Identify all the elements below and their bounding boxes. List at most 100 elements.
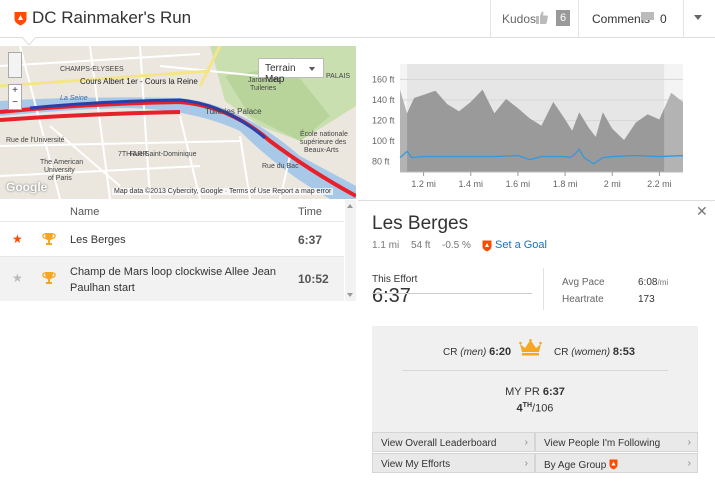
by-age-group-link[interactable]: By Age Group › (535, 453, 698, 473)
my-pr-label: MY PR (505, 386, 540, 398)
my-pr: MY PR 6:37 (372, 386, 698, 398)
svg-text:PALAIS: PALAIS (326, 73, 350, 80)
segment-detail-panel (358, 200, 715, 481)
cr-women: CR (women) 8:53 (554, 346, 635, 358)
svg-text:7TH ARR.: 7TH ARR. (118, 151, 150, 158)
svg-text:of Paris: of Paris (48, 175, 72, 182)
header-divider (683, 0, 684, 38)
col-header-name[interactable]: Name (70, 206, 100, 218)
svg-text:Tuileries: Tuileries (250, 85, 277, 92)
svg-text:La Seine: La Seine (60, 95, 88, 102)
effort-divider (372, 293, 532, 294)
heartrate-line (399, 148, 684, 165)
trophy-icon (42, 272, 56, 284)
cr-women-label: (women) (571, 347, 611, 358)
chevron-right-icon: › (687, 458, 691, 469)
route-map[interactable]: CHAMPS-ELYSEES Cours Albert 1er - Cours … (0, 46, 356, 199)
y-tick-label: 140 ft (372, 95, 395, 105)
elevation-area-highlight (407, 89, 665, 172)
strava-premium-shield-icon (609, 459, 618, 470)
segment-row[interactable]: ★ Les Berges 6:37 (0, 221, 344, 256)
link-label: View Overall Leaderboard (381, 438, 497, 449)
cr-women-prefix: CR (554, 347, 569, 358)
view-my-efforts-link[interactable]: View My Efforts › (372, 453, 535, 473)
heartrate-value: 173 (638, 294, 655, 305)
cr-men-time: 6:20 (489, 346, 512, 358)
this-effort-time: 6:37 (372, 285, 411, 307)
svg-text:Cours Albert 1er - Cours la Re: Cours Albert 1er - Cours la Reine (80, 77, 198, 86)
link-label: View My Efforts (381, 459, 451, 470)
elevation-chart[interactable]: 80 ft 100 ft 120 ft 140 ft 160 ft 1.2 mi 1.4 m… (358, 46, 715, 199)
x-tick-label: 2 mi (604, 179, 621, 189)
segment-detail-title: Les Berges (372, 213, 469, 234)
comments-label[interactable]: Comments (592, 12, 651, 26)
effort-separator (543, 268, 544, 310)
cr-divider (402, 370, 668, 371)
rank-total: /106 (532, 402, 554, 415)
link-label: By Age Group (544, 460, 607, 471)
svg-text:Jardin des: Jardin des (248, 77, 281, 84)
col-header-time[interactable]: Time (298, 206, 323, 218)
heartrate-label: Heartrate (562, 294, 604, 305)
close-icon[interactable]: ✕ (696, 203, 708, 219)
rank-number: 4 (516, 402, 523, 415)
elevation-chart-svg[interactable]: 80 ft 100 ft 120 ft 140 ft 160 ft 1.2 mi 1.4 m… (358, 46, 715, 199)
trophy-icon (42, 233, 56, 245)
chevron-down-icon[interactable] (694, 15, 702, 20)
kudos-label[interactable]: Kudos (502, 12, 537, 26)
chevron-right-icon: › (524, 437, 528, 448)
avg-pace-unit: /mi (657, 278, 669, 287)
thumbs-up-icon[interactable] (536, 11, 548, 24)
scroll-down-icon[interactable] (347, 293, 353, 297)
comments-count: 0 (660, 12, 667, 26)
my-pr-time: 6:37 (542, 386, 565, 398)
x-tick-label: 1.6 mi (506, 179, 531, 189)
activity-header: DC Rainmaker's Run (0, 0, 715, 38)
svg-text:supérieure des: supérieure des (300, 139, 347, 146)
svg-text:University: University (44, 167, 75, 174)
scroll-up-icon[interactable] (347, 204, 353, 208)
segment-elevation: 54 ft (411, 240, 431, 251)
google-logo: Google (6, 180, 48, 194)
map-canvas[interactable]: CHAMPS-ELYSEES Cours Albert 1er - Cours … (0, 46, 356, 199)
link-label: View People I'm Following (544, 438, 661, 449)
y-tick-label: 100 ft (372, 136, 395, 146)
header-pointer (22, 37, 36, 46)
view-overall-leaderboard-link[interactable]: View Overall Leaderboard › (372, 432, 535, 452)
star-icon[interactable]: ★ (12, 232, 23, 246)
segment-name[interactable]: Champ de Mars loop clockwise Allee Jean … (70, 266, 277, 294)
avg-pace-label: Avg Pace (562, 277, 605, 288)
map-type-select[interactable]: Terrain Map (258, 58, 324, 85)
segment-distance: 1.1 mi (372, 240, 400, 251)
this-effort-label: This Effort (372, 274, 418, 285)
segment-list-scrollbar[interactable] (345, 200, 356, 301)
segment-grade: -0.5 % (442, 240, 471, 251)
cr-women-time: 8:53 (612, 346, 635, 358)
cr-men-prefix: CR (443, 347, 458, 358)
street-view-pegman-icon[interactable] (8, 52, 22, 78)
view-people-following-link[interactable]: View People I'm Following › (535, 432, 698, 452)
chevron-right-icon: › (687, 437, 691, 448)
kudos-count-badge: 6 (556, 10, 570, 26)
y-tick-label: 80 ft (372, 157, 390, 167)
y-tick-label: 120 ft (372, 116, 395, 126)
star-icon[interactable]: ★ (12, 271, 23, 285)
svg-text:Tuileries Palace: Tuileries Palace (205, 107, 262, 116)
svg-text:École nationale: École nationale (300, 129, 348, 138)
x-tick-label: 1.8 mi (553, 179, 578, 189)
strava-shield-icon (482, 240, 492, 252)
map-attribution[interactable]: Map data ©2013 Cybercity, Google · Terms… (112, 188, 334, 195)
x-tick-label: 2.2 mi (647, 179, 672, 189)
comment-bubble-icon[interactable] (641, 12, 654, 24)
svg-text:The American: The American (40, 159, 83, 166)
header-divider (490, 0, 491, 38)
zoom-control[interactable]: + − (8, 84, 22, 110)
crown-icon (519, 339, 542, 356)
segment-name[interactable]: Les Berges (70, 234, 126, 246)
set-goal-link[interactable]: Set a Goal (495, 239, 547, 251)
avg-pace-value: 6:08/mi (638, 277, 668, 288)
segment-row[interactable]: ★ Champ de Mars loop clockwise Allee Jea… (0, 256, 344, 301)
segment-time: 6:37 (298, 233, 323, 247)
rank-suffix: TH (522, 402, 533, 409)
chevron-down-icon (309, 67, 315, 71)
